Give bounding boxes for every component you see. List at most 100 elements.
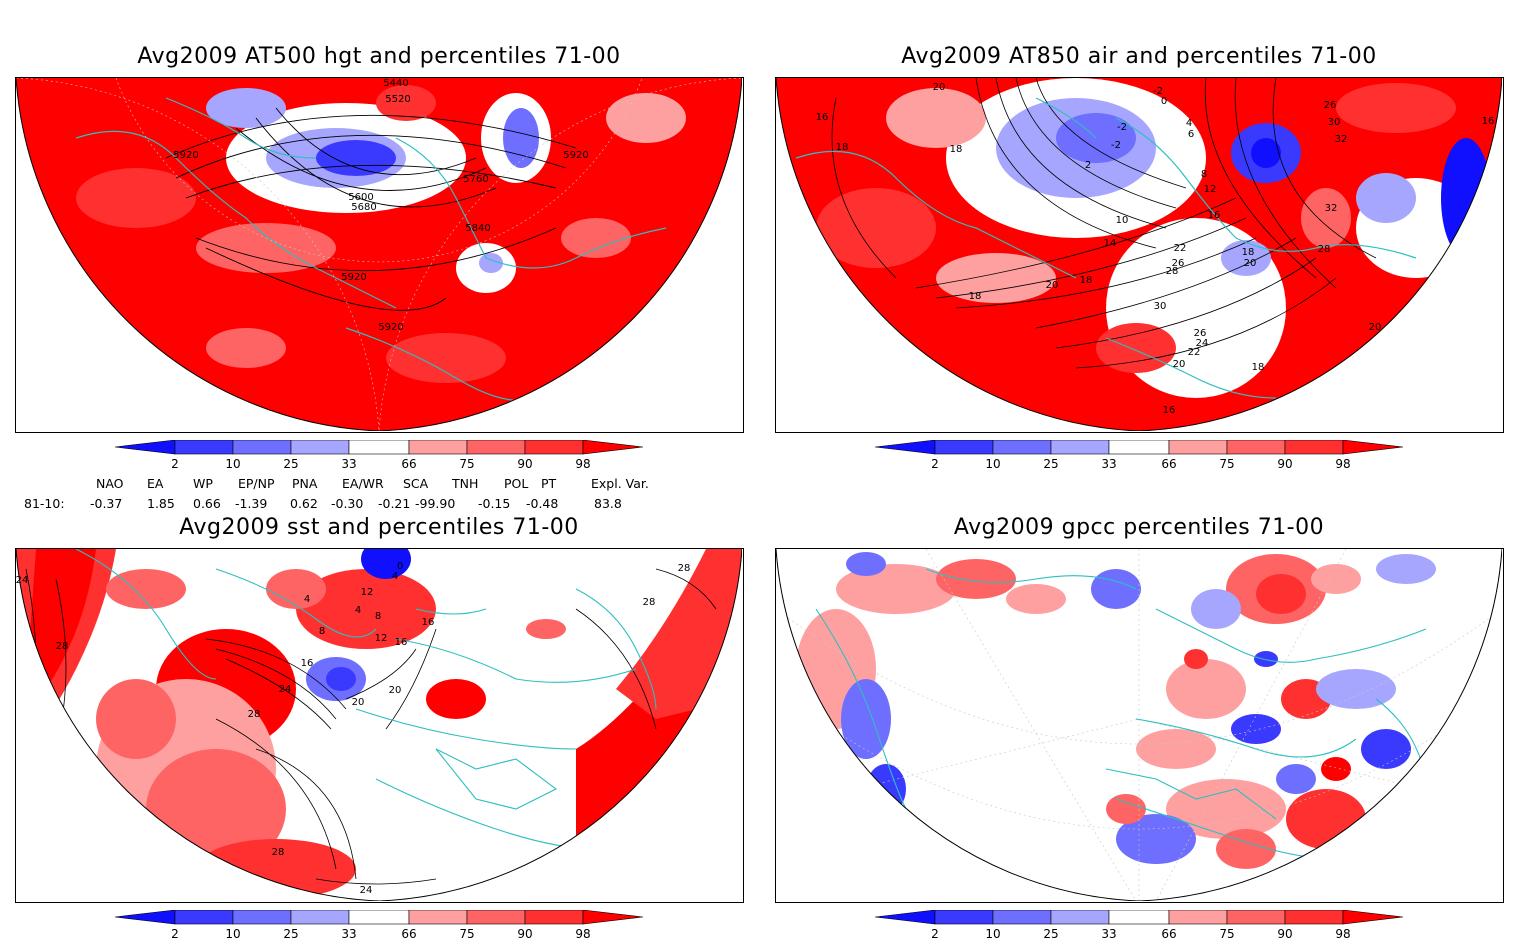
contour-label: 16 [816, 112, 829, 123]
colorbar-arrow-low [114, 909, 176, 925]
contour-label: 5600 [348, 192, 373, 203]
contour-label: 18 [1080, 275, 1093, 286]
index-value: 0.66 [193, 496, 221, 511]
panel-title: Avg2009 AT850 air and percentiles 71-00 [901, 44, 1377, 69]
colorbar-tick-label: 90 [1277, 457, 1292, 470]
map-at850-air: 20 -2 0 -2 16 18 26 30 4 6 18 -2 32 2 8 … [775, 77, 1504, 433]
contour-label: 28 [1166, 266, 1179, 277]
index-value: -0.15 [478, 496, 511, 511]
contour-label: 20 [1046, 280, 1059, 291]
colorbar-tick-label: 25 [283, 457, 298, 470]
coastlines [795, 97, 1417, 399]
contour-label: 28 [1318, 244, 1331, 255]
contour-label: 22 [1188, 347, 1201, 358]
contour-label: 20 [1244, 258, 1257, 269]
contour-labels: 5440 5520 5920 5600 5680 5760 5840 5920 … [173, 78, 588, 333]
contour-label: 26 [1194, 328, 1207, 339]
map-boundary [16, 549, 742, 901]
colorbar-tick-label: 10 [985, 927, 1000, 940]
index-header: Expl. Var. [591, 476, 649, 491]
contour-label: 5440 [383, 78, 408, 89]
coastlines [75, 549, 657, 850]
colorbar-arrow-high [582, 439, 644, 455]
index-row-label: 81-10: [24, 496, 65, 511]
contour-label: 24 [1196, 338, 1209, 349]
contour-label: 5920 [341, 272, 366, 283]
map-boundary [16, 78, 742, 431]
contour-label: 4 [355, 605, 361, 616]
colorbar-bottom-left: 2 10 25 33 66 75 90 98 [114, 909, 655, 944]
contour-label: 24 [279, 684, 292, 695]
colorbar-swatch [408, 909, 468, 925]
contour-label: 28 [248, 709, 261, 720]
index-value: -99.90 [415, 496, 456, 511]
contour-label: 10 [1116, 215, 1129, 226]
contour-label: 20 [933, 82, 946, 93]
contour-label: 18 [836, 142, 849, 153]
colorbar-arrow-low [114, 439, 176, 455]
contour-label: 4 [1186, 118, 1192, 129]
contour-label: 8 [375, 611, 381, 622]
colorbar-swatch [348, 439, 410, 455]
colorbar-tick-label: 75 [459, 927, 474, 940]
colorbar-swatch [174, 909, 234, 925]
graticule [776, 549, 1502, 901]
field-shading [16, 78, 742, 431]
colorbar-swatch [466, 909, 526, 925]
contour-label: 8 [319, 626, 325, 637]
colorbar-swatch [1108, 439, 1170, 455]
colorbar-swatch [1168, 439, 1228, 455]
index-value: -1.39 [235, 496, 268, 511]
coastlines [75, 97, 667, 402]
contour-label: 0 [397, 561, 403, 572]
contour-label: 16 [395, 637, 408, 648]
contour-label: 12 [1204, 184, 1217, 195]
colorbar-swatch [524, 909, 584, 925]
graticule [16, 78, 742, 431]
contour-label: 5920 [563, 150, 588, 161]
colorbar-swatch [934, 909, 994, 925]
colorbar-swatch [1050, 909, 1110, 925]
colorbar-tick-label: 90 [1277, 927, 1292, 940]
contour-label: -2 [1111, 140, 1121, 151]
colorbar-tick-label: 90 [517, 927, 532, 940]
index-value: 1.85 [147, 496, 175, 511]
colorbar-tick-label: 33 [1101, 457, 1116, 470]
field-shading [776, 78, 1502, 431]
colorbar-tick-label: 2 [931, 927, 939, 940]
contour-label: 6 [1188, 129, 1194, 140]
contour-label: 18 [1252, 362, 1265, 373]
contour-label: 18 [1242, 247, 1255, 258]
contour-label: 5760 [463, 174, 488, 185]
colorbar-swatch [1168, 909, 1228, 925]
contour-label: 28 [678, 563, 691, 574]
colorbar-swatch [290, 439, 350, 455]
colorbar-tick-label: 10 [225, 457, 240, 470]
colorbar-swatch [232, 909, 292, 925]
contour-label: 18 [950, 144, 963, 155]
contour-label: 24 [16, 575, 28, 586]
contour-labels: 20 -2 0 -2 16 18 26 30 4 6 18 -2 32 2 8 … [816, 82, 1495, 416]
colorbar-swatch [1226, 909, 1286, 925]
panel-title: Avg2009 gpcc percentiles 71-00 [953, 515, 1325, 540]
index-value: 0.62 [290, 496, 318, 511]
colorbar-tick-label: 33 [341, 457, 356, 470]
index-header: EP/NP [238, 476, 275, 491]
contour-label: 5920 [378, 322, 403, 333]
index-header: EA [147, 476, 164, 491]
contour-label: 8 [1201, 169, 1207, 180]
contour-label: 14 [1104, 238, 1117, 249]
colorbar-arrow-low [874, 909, 936, 925]
colorbar-tick-label: 2 [171, 457, 179, 470]
index-header: EA/WR [342, 476, 384, 491]
contour-label: 20 [389, 685, 402, 696]
teleconnection-indices: NAO EA WP EP/NP PNA EA/WR SCA TNH POL PT… [20, 476, 720, 516]
contour-label: 4 [392, 571, 398, 582]
colorbar-tick-label: 98 [575, 927, 590, 940]
contour-label: 26 [1172, 258, 1185, 269]
colorbar-tick-label: 2 [931, 457, 939, 470]
colorbar-swatch [232, 439, 292, 455]
contour-label: 32 [1325, 203, 1338, 214]
colorbar-tick-label: 75 [459, 457, 474, 470]
contour-label: 16 [1208, 210, 1221, 221]
